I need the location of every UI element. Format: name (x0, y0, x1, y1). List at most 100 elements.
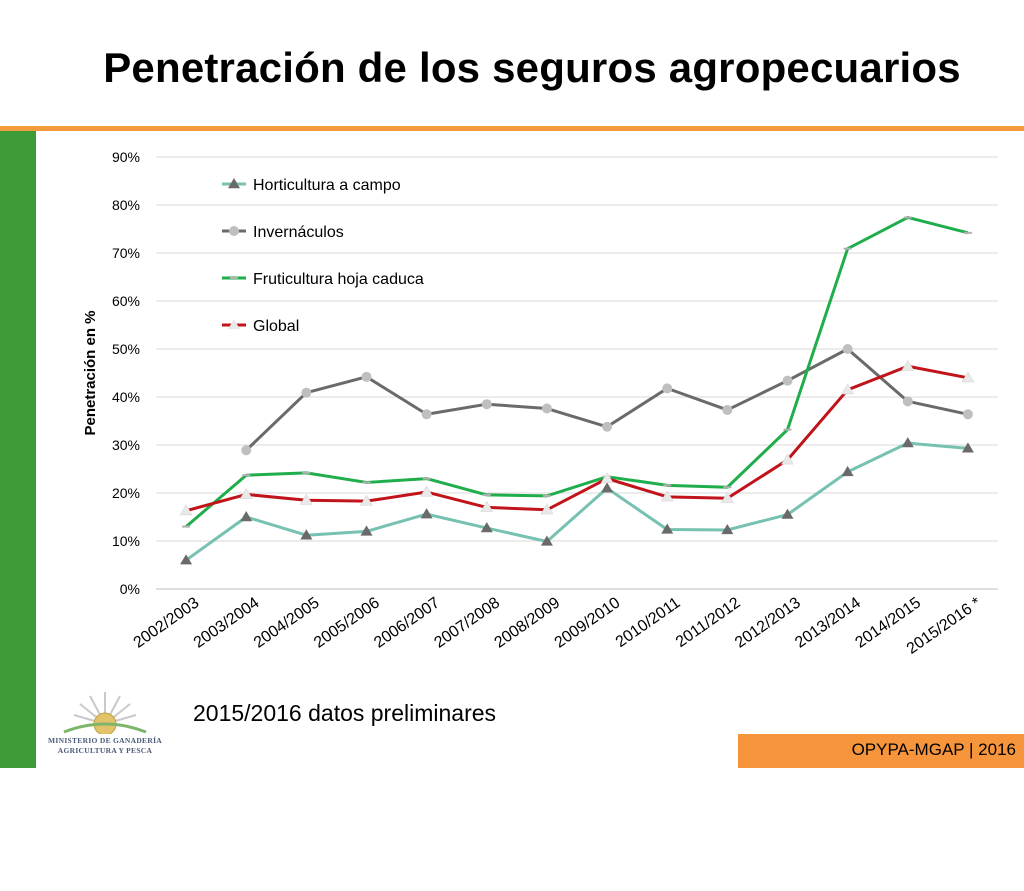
y-axis-ticks: 0% 10% 20% 30% 40% 50% 60% 70% 80% 90% (112, 149, 140, 597)
x-tick-label: 2009/2010 (552, 594, 624, 651)
data-point (781, 508, 794, 519)
y-axis-label: Penetración en % (82, 310, 99, 435)
data-point (361, 371, 372, 382)
data-point (239, 487, 253, 499)
legend-entry: Fruticultura hoja caduca (222, 271, 424, 288)
data-point (420, 508, 433, 519)
data-point (901, 437, 914, 448)
x-axis-ticks: 2002/20032003/20042004/20052005/20062006… (131, 594, 985, 657)
series-2 (182, 215, 972, 528)
legend-label: Global (253, 318, 299, 335)
title-underline (0, 126, 1024, 131)
legend-label: Invernáculos (253, 224, 344, 241)
footer-bar: OPYPA-MGAP | 2016 (738, 734, 1024, 768)
data-point (480, 500, 494, 512)
data-point (228, 319, 240, 330)
legend-entry: Invernáculos (222, 224, 344, 241)
data-point (240, 511, 253, 522)
data-point (360, 525, 373, 536)
y-tick-label: 50% (112, 341, 140, 357)
data-point (842, 344, 853, 354)
page-number: 8 (14, 877, 22, 891)
data-point (301, 387, 312, 398)
data-point (241, 445, 252, 456)
y-tick-label: 40% (112, 389, 140, 405)
logo-line-1: MINISTERIO DE GANADERÍA (48, 736, 162, 745)
series-line (185, 364, 969, 513)
y-tick-label: 10% (112, 533, 140, 549)
data-point (660, 490, 674, 502)
logo-line-2: AGRICULTURA Y PESCA (57, 746, 153, 755)
data-point (600, 472, 614, 484)
y-tick-label: 0% (120, 581, 140, 597)
x-tick-label: 2004/2005 (251, 594, 323, 651)
x-tick-label: 2006/2007 (371, 594, 443, 651)
x-tick-label: 2010/2011 (613, 594, 684, 651)
data-point (782, 375, 793, 386)
legend-label: Horticultura a campo (253, 177, 401, 194)
data-point (360, 494, 373, 506)
chart-series (179, 215, 975, 565)
data-point (180, 554, 193, 565)
x-tick-label: 2008/2009 (492, 594, 564, 651)
legend-entry: Horticultura a campo (222, 177, 401, 194)
data-point (722, 404, 733, 415)
y-tick-label: 70% (112, 245, 140, 261)
data-point (228, 178, 240, 189)
series-line (185, 441, 969, 562)
y-tick-label: 20% (112, 485, 140, 501)
x-tick-label: 2013/2014 (792, 594, 864, 651)
slide-title: Penetración de los seguros agropecuarios (103, 44, 961, 91)
data-point (661, 523, 674, 534)
footnote: 2015/2016 datos preliminares (193, 700, 497, 726)
series-1 (241, 344, 973, 456)
chart-legend: Horticultura a campo Invernáculos Fruticul… (222, 177, 424, 335)
data-point (602, 421, 613, 432)
data-point (420, 485, 434, 497)
x-tick-label: 2002/2003 (131, 594, 203, 651)
data-point (299, 493, 313, 505)
data-point (480, 522, 493, 533)
y-tick-label: 30% (112, 437, 140, 453)
x-tick-label: 2012/2013 (732, 594, 804, 651)
ministry-logo: MINISTERIO DE GANADERÍA AGRICULTURA Y PE… (40, 684, 170, 768)
data-point (720, 491, 734, 503)
x-tick-label: 2005/2006 (311, 594, 383, 651)
data-point (901, 359, 915, 371)
y-tick-label: 60% (112, 293, 140, 309)
data-point (841, 383, 855, 395)
data-point (841, 465, 854, 477)
side-accent-bar: 8 (0, 131, 36, 891)
series-line (245, 347, 969, 452)
x-tick-label: 2003/2004 (191, 594, 263, 651)
chart-gridlines (156, 156, 998, 590)
sun-emblem-icon (63, 692, 147, 734)
data-point (902, 396, 913, 407)
footer-text: OPYPA-MGAP | 2016 (851, 740, 1016, 759)
y-tick-label: 90% (112, 149, 140, 165)
data-point (541, 403, 552, 414)
data-point (179, 504, 193, 516)
data-point (481, 399, 492, 410)
legend-entry: Global (222, 318, 299, 335)
series-0 (180, 437, 974, 565)
data-point (601, 482, 614, 493)
data-point (962, 409, 973, 420)
legend-label: Fruticultura hoja caduca (253, 271, 424, 288)
data-point (421, 409, 432, 420)
x-tick-label: 2011/2012 (673, 594, 744, 651)
series-3 (179, 359, 975, 516)
data-point (662, 383, 673, 394)
data-point (961, 442, 974, 453)
y-tick-label: 80% (112, 197, 140, 213)
data-point (229, 226, 239, 236)
data-point (781, 453, 794, 465)
data-point (540, 535, 553, 546)
x-tick-label: 2007/2008 (431, 594, 503, 651)
data-point (961, 371, 975, 383)
series-line (185, 215, 969, 528)
penetration-line-chart: 0%10%20%30%40%50%60%70%80%90% 2002/20032… (82, 149, 998, 658)
data-point (721, 523, 734, 535)
data-point (540, 503, 554, 515)
data-point (300, 529, 313, 540)
